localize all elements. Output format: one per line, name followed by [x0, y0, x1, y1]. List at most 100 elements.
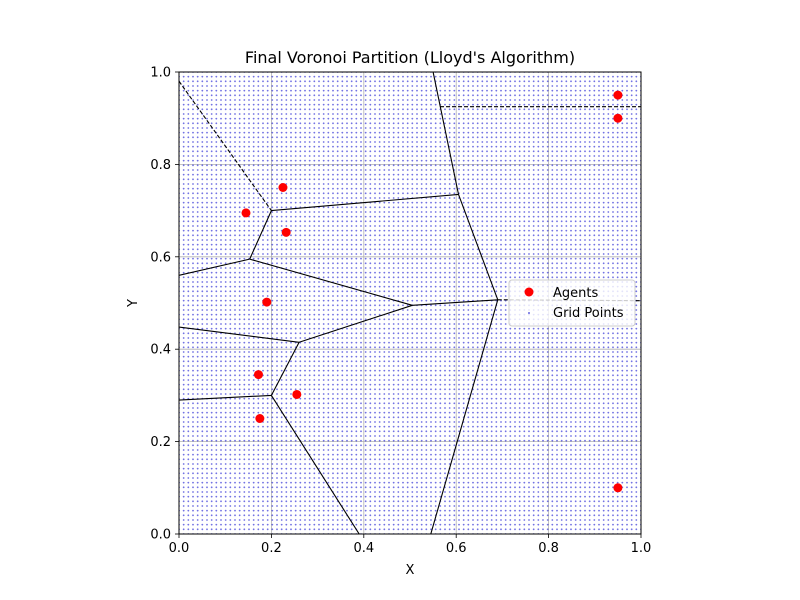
grid-point	[378, 155, 381, 157]
grid-point	[299, 99, 302, 101]
grid-point	[341, 360, 344, 363]
grid-point	[332, 295, 334, 297]
grid-point	[243, 467, 246, 470]
grid-point	[215, 206, 218, 209]
grid-point	[276, 187, 278, 190]
grid-point	[224, 299, 227, 302]
grid-point	[243, 393, 246, 395]
grid-point	[350, 369, 353, 372]
grid-point	[215, 276, 218, 279]
grid-point	[313, 388, 316, 391]
grid-point	[341, 472, 344, 475]
grid-point	[318, 369, 320, 372]
grid-point	[248, 472, 250, 475]
grid-point	[257, 323, 260, 325]
grid-point	[238, 201, 241, 204]
grid-point	[402, 155, 404, 157]
grid-point	[229, 229, 232, 232]
grid-point	[192, 225, 194, 227]
grid-point	[341, 383, 344, 386]
grid-point	[308, 113, 311, 115]
grid-point	[276, 388, 278, 391]
grid-point	[318, 397, 320, 400]
grid-point	[299, 425, 302, 428]
grid-point	[383, 239, 386, 241]
grid-point	[210, 402, 213, 405]
grid-point	[234, 99, 236, 101]
grid-point	[378, 477, 381, 479]
grid-point	[248, 337, 250, 339]
grid-point	[369, 528, 372, 531]
grid-point	[224, 136, 227, 139]
grid-point	[304, 430, 306, 433]
grid-point	[402, 229, 404, 232]
grid-point	[369, 472, 372, 475]
grid-point	[392, 458, 395, 461]
grid-point	[290, 220, 292, 223]
grid-point	[224, 309, 227, 311]
grid-point	[304, 453, 306, 456]
grid-point	[392, 89, 395, 92]
grid-point	[374, 169, 376, 171]
grid-point	[378, 374, 381, 377]
grid-point	[392, 346, 395, 349]
grid-point	[210, 505, 213, 507]
grid-point	[285, 150, 288, 153]
grid-point	[392, 239, 395, 241]
grid-point	[350, 523, 353, 526]
grid-point	[360, 481, 362, 484]
grid-point	[271, 271, 274, 274]
grid-point	[383, 271, 386, 274]
grid-point	[360, 463, 362, 465]
grid-point	[280, 248, 283, 251]
grid-point	[299, 323, 302, 325]
grid-point	[271, 318, 274, 321]
grid-point	[383, 248, 386, 251]
grid-point	[378, 131, 381, 134]
grid-point	[206, 80, 208, 83]
grid-point	[294, 411, 297, 414]
grid-point	[346, 458, 348, 461]
grid-point	[215, 253, 218, 255]
grid-point	[196, 505, 199, 507]
grid-point	[383, 108, 386, 111]
grid-point	[383, 257, 386, 260]
grid-point	[196, 304, 199, 307]
grid-point	[210, 234, 213, 237]
grid-point	[276, 253, 278, 255]
grid-point	[397, 509, 400, 512]
grid-point	[262, 481, 264, 484]
grid-point	[374, 271, 376, 274]
grid-point	[266, 379, 269, 381]
grid-point	[378, 281, 381, 283]
grid-point	[196, 477, 199, 479]
grid-point	[336, 239, 339, 241]
grid-point	[224, 243, 227, 246]
grid-point	[355, 127, 358, 129]
grid-point	[341, 519, 344, 521]
grid-point	[215, 173, 218, 176]
grid-point	[350, 318, 353, 321]
grid-point	[276, 257, 278, 260]
grid-point	[285, 388, 288, 391]
grid-point	[276, 75, 278, 78]
grid-point	[192, 439, 194, 442]
grid-point	[383, 318, 386, 321]
grid-point	[276, 108, 278, 111]
grid-point	[360, 397, 362, 400]
grid-point	[243, 355, 246, 358]
grid-point	[285, 449, 288, 451]
grid-point	[369, 355, 372, 358]
grid-point	[238, 220, 241, 223]
grid-point	[276, 169, 278, 171]
grid-point	[360, 495, 362, 498]
grid-point	[187, 444, 190, 447]
grid-point	[392, 234, 395, 237]
grid-point	[234, 117, 236, 120]
grid-point	[224, 519, 227, 521]
grid-point	[248, 183, 250, 185]
grid-point	[192, 234, 194, 237]
grid-point	[266, 75, 269, 78]
grid-point	[313, 495, 316, 498]
grid-point	[327, 80, 330, 83]
